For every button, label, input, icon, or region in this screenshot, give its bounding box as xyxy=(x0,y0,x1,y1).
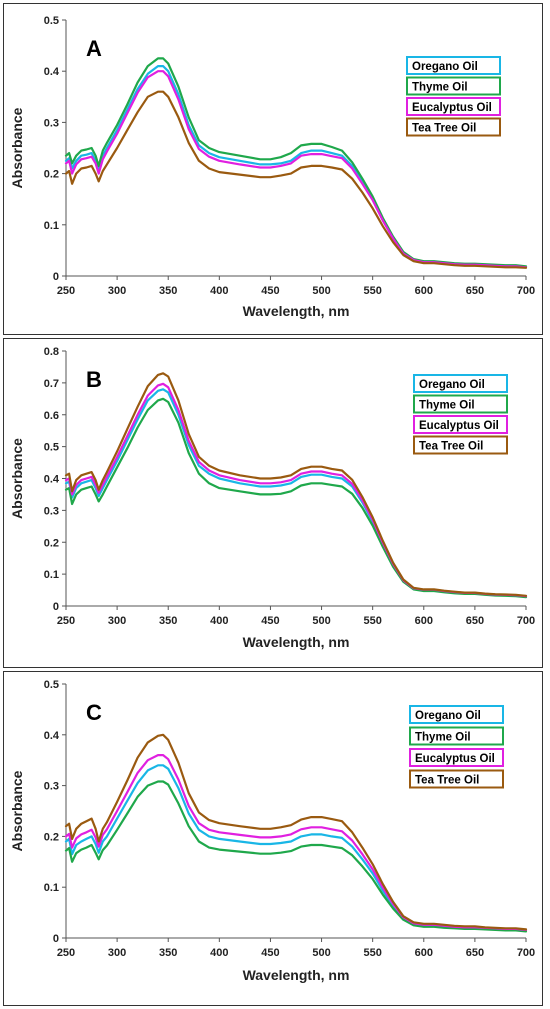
x-tick-label: 450 xyxy=(261,615,279,627)
x-tick-label: 650 xyxy=(466,285,484,297)
legend-box xyxy=(413,435,508,455)
legend-label: Tea Tree Oil xyxy=(415,775,479,787)
x-tick-label: 500 xyxy=(312,947,330,959)
x-axis-label: Wavelength, nm xyxy=(243,967,350,983)
series-line xyxy=(64,372,528,597)
x-tick-label: 300 xyxy=(108,615,126,627)
chart-panel-c: 0 0.1 0.2 0.3 0.4 0.5 250 300 350 400 450 500 550 600… xyxy=(3,671,543,1006)
x-tick-label: 400 xyxy=(210,615,228,627)
legend-label: Thyme Oil xyxy=(412,82,468,94)
legend-box xyxy=(409,769,504,789)
absorbance-chart-b: 0 0.1 0.2 0.3 0.4 0.5 0.6 0.7 0.8 250 300 350 400 450… xyxy=(9,346,535,650)
y-axis-label: Absorbance xyxy=(9,770,25,851)
x-tick-label: 250 xyxy=(57,947,75,959)
legend-box xyxy=(413,374,508,393)
x-tick-label: 550 xyxy=(363,947,381,959)
series-line xyxy=(64,397,528,599)
x-tick-label: 600 xyxy=(415,947,433,959)
legend-label: Thyme Oil xyxy=(419,400,475,412)
x-axis-label: Wavelength, nm xyxy=(243,634,350,650)
legend-box xyxy=(406,76,501,96)
x-tick-label: 350 xyxy=(159,285,177,297)
series-line xyxy=(64,90,528,269)
x-tick-label: 500 xyxy=(312,285,330,297)
y-tick-label: 0.5 xyxy=(44,15,59,27)
x-tick-label: 550 xyxy=(363,615,381,627)
y-tick-label: 0 xyxy=(53,271,59,283)
y-tick-label: 0.2 xyxy=(44,537,59,549)
legend-label: Oregano Oil xyxy=(415,710,481,722)
legend-box xyxy=(409,748,504,767)
x-tick-label: 400 xyxy=(210,947,228,959)
absorbance-chart-a: 0 0.1 0.2 0.3 0.4 0.5 250 300 350 400 450 500 550 600… xyxy=(9,15,535,319)
x-tick-label: 250 xyxy=(57,615,75,627)
x-tick-label: 250 xyxy=(57,285,75,297)
x-tick-label: 550 xyxy=(363,285,381,297)
y-tick-label: 0.1 xyxy=(44,882,59,894)
y-tick-label: 0.2 xyxy=(44,169,59,181)
x-tick-label: 350 xyxy=(159,615,177,627)
x-tick-label: 700 xyxy=(517,285,535,297)
y-tick-label: 0.4 xyxy=(44,66,60,78)
x-tick-label: 400 xyxy=(210,285,228,297)
legend-box xyxy=(406,117,501,137)
y-tick-label: 0.3 xyxy=(44,117,59,129)
y-tick-label: 0.1 xyxy=(44,220,59,232)
legend-box xyxy=(406,97,501,116)
y-tick-label: 0.2 xyxy=(44,831,59,843)
series-line xyxy=(64,733,528,931)
x-tick-label: 600 xyxy=(415,615,433,627)
y-tick-label: 0.4 xyxy=(44,730,60,742)
panel-label: C xyxy=(86,700,102,725)
legend-box xyxy=(413,415,508,434)
x-tick-label: 500 xyxy=(312,615,330,627)
chart-panel-a: 0 0.1 0.2 0.3 0.4 0.5 250 300 350 400 450 500 550 600… xyxy=(3,3,543,335)
legend-box xyxy=(413,394,508,414)
legend-box xyxy=(409,726,504,746)
y-tick-label: 0.3 xyxy=(44,505,59,517)
y-tick-label: 0.1 xyxy=(44,569,59,581)
x-tick-label: 450 xyxy=(261,285,279,297)
x-tick-label: 650 xyxy=(466,947,484,959)
legend-box xyxy=(406,56,501,75)
y-tick-label: 0.5 xyxy=(44,679,59,691)
legend-label: Oregano Oil xyxy=(419,379,485,391)
legend-label: Eucalyptus Oil xyxy=(412,102,492,114)
legend-label: Eucalyptus Oil xyxy=(415,753,495,765)
x-tick-label: 600 xyxy=(415,285,433,297)
y-tick-label: 0 xyxy=(53,933,59,945)
y-tick-label: 0.7 xyxy=(44,378,59,390)
legend-label: Eucalyptus Oil xyxy=(419,420,499,432)
x-tick-label: 350 xyxy=(159,947,177,959)
x-tick-label: 700 xyxy=(517,615,535,627)
panel-label: A xyxy=(86,36,102,61)
y-axis-label: Absorbance xyxy=(9,438,25,519)
x-axis-label: Wavelength, nm xyxy=(243,303,350,319)
legend-label: Tea Tree Oil xyxy=(419,441,483,453)
x-tick-label: 450 xyxy=(261,947,279,959)
chart-panel-b: 0 0.1 0.2 0.3 0.4 0.5 0.6 0.7 0.8 250 300 350 400 450… xyxy=(3,338,543,668)
y-axis-label: Absorbance xyxy=(9,107,25,188)
x-tick-label: 700 xyxy=(517,947,535,959)
panel-label: B xyxy=(86,367,102,392)
y-tick-label: 0.8 xyxy=(44,346,59,358)
legend-label: Oregano Oil xyxy=(412,61,478,73)
legend-label: Thyme Oil xyxy=(415,732,471,744)
y-tick-label: 0.4 xyxy=(44,474,60,486)
x-tick-label: 650 xyxy=(466,615,484,627)
x-tick-label: 300 xyxy=(108,285,126,297)
series-line xyxy=(64,780,528,933)
y-tick-label: 0.5 xyxy=(44,442,59,454)
absorbance-chart-c: 0 0.1 0.2 0.3 0.4 0.5 250 300 350 400 450 500 550 600… xyxy=(9,679,535,983)
y-tick-label: 0 xyxy=(53,601,59,613)
legend-box xyxy=(409,705,504,724)
x-tick-label: 300 xyxy=(108,947,126,959)
y-tick-label: 0.3 xyxy=(44,781,59,793)
legend-label: Tea Tree Oil xyxy=(412,123,476,135)
y-tick-label: 0.6 xyxy=(44,410,59,422)
